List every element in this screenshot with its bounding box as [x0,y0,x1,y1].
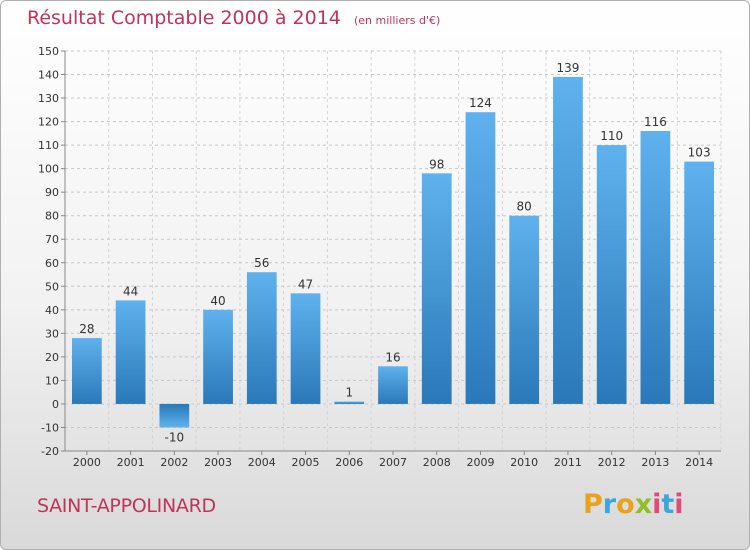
value-label: 28 [79,322,94,336]
chart-title-block: Résultat Comptable 2000 à 2014 (en milli… [27,7,440,29]
x-tick-label: 2009 [466,456,494,469]
axes: -20-100102030405060708090100110120130140… [38,45,721,469]
x-tick-label: 2010 [510,456,538,469]
x-tick-label: 2006 [335,456,363,469]
y-tick-label: 50 [45,280,59,293]
bar-2008 [421,173,452,404]
bar-2004 [246,272,277,404]
chart-title: Résultat Comptable 2000 à 2014 [27,7,341,29]
y-tick-label: 30 [45,327,59,340]
x-tick-label: 2001 [117,456,145,469]
logo-letter: i [674,489,684,520]
bar-2001 [115,300,146,404]
value-label: 80 [517,200,532,214]
bar-2002 [159,403,190,428]
bar-2007 [378,366,408,404]
value-label: 124 [469,96,492,110]
value-label: 103 [688,146,711,160]
y-tick-label: 120 [38,116,59,129]
value-label: -10 [165,430,185,444]
logo-letter: t [661,489,675,520]
x-tick-label: 2012 [598,456,626,469]
x-tick-label: 2007 [379,456,407,469]
x-tick-label: 2008 [423,456,451,469]
bar-2000 [71,338,102,404]
logo-letter: r [602,489,617,520]
y-tick-label: 80 [45,210,59,223]
y-tick-label: 130 [38,92,59,105]
logo-letter: i [652,489,662,520]
y-tick-label: 90 [45,186,59,199]
y-tick-label: 110 [38,139,59,152]
proxiti-logo: Proxiti [583,489,684,520]
y-tick-label: 0 [52,398,59,411]
x-tick-label: 2005 [292,456,320,469]
x-tick-label: 2011 [554,456,582,469]
bar-2011 [553,76,583,404]
bar-2014 [684,161,715,404]
y-tick-label: 40 [45,304,59,317]
value-label: 40 [210,294,225,308]
y-tick-label: 10 [45,374,59,387]
bars [71,76,715,428]
y-tick-label: 100 [38,163,59,176]
x-tick-label: 2004 [248,456,276,469]
bar-2009 [465,112,496,404]
value-label: 110 [600,129,623,143]
logo-letter: P [583,489,603,520]
bar-2010 [509,215,540,404]
y-tick-label: -10 [41,421,59,434]
value-label: 44 [123,284,138,298]
bar-2006 [334,401,365,404]
y-tick-label: 150 [38,45,59,58]
x-tick-label: 2003 [204,456,232,469]
bar-2012 [596,145,627,404]
x-tick-label: 2013 [641,456,669,469]
bar-2013 [640,131,671,404]
commune-name: SAINT-APPOLINARD [37,495,216,517]
value-label: 16 [385,350,400,364]
y-tick-label: 140 [38,69,59,82]
value-label: 116 [644,115,667,129]
chart-subtitle: (en milliers d'€) [353,14,441,27]
logo-letter: o [616,489,635,520]
logo-letter: x [634,489,653,520]
x-tick-label: 2014 [685,456,713,469]
value-label: 56 [254,256,269,270]
x-tick-label: 2000 [73,456,101,469]
value-label: 139 [556,61,579,75]
value-label: 1 [345,386,353,400]
y-tick-label: 70 [45,233,59,246]
y-tick-label: 20 [45,351,59,364]
y-tick-label: 60 [45,257,59,270]
value-label: 98 [429,157,444,171]
bar-2003 [203,309,233,404]
x-tick-label: 2002 [160,456,188,469]
value-label: 47 [298,277,313,291]
bar-2005 [290,293,321,404]
y-tick-label: -20 [41,445,59,458]
